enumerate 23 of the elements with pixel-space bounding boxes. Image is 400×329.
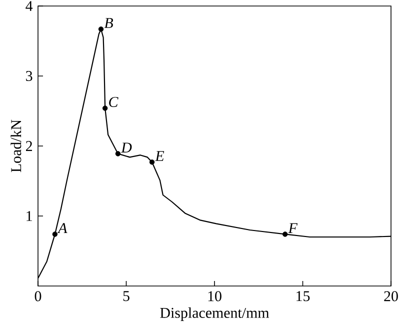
- annotation: F: [288, 223, 298, 233]
- annotation: B: [104, 18, 114, 28]
- annotation: A: [57, 223, 68, 233]
- x-tick-label: 15: [296, 291, 310, 302]
- x-tick-label: 0: [34, 291, 42, 302]
- point: [149, 160, 155, 165]
- point: [115, 151, 121, 156]
- point: [102, 106, 108, 111]
- point: [98, 26, 104, 32]
- y-tick-label: 3: [26, 70, 32, 82]
- y-axis-title: Load/kN: [10, 120, 22, 172]
- y-tick-label: 2: [26, 141, 32, 151]
- annotation: C: [109, 96, 118, 107]
- y-tick-label: 4: [26, 1, 33, 11]
- point: [282, 232, 288, 237]
- x-axis-title: Displacement/mm: [160, 307, 270, 321]
- point: [52, 232, 58, 237]
- annotation: E: [155, 151, 164, 161]
- x-tick-label: 5: [123, 291, 130, 302]
- y-tick-label: 1: [26, 211, 32, 221]
- annotation: D: [120, 142, 132, 152]
- x-tick-label: 10: [208, 291, 222, 302]
- x-tick-label: 20: [384, 291, 398, 302]
